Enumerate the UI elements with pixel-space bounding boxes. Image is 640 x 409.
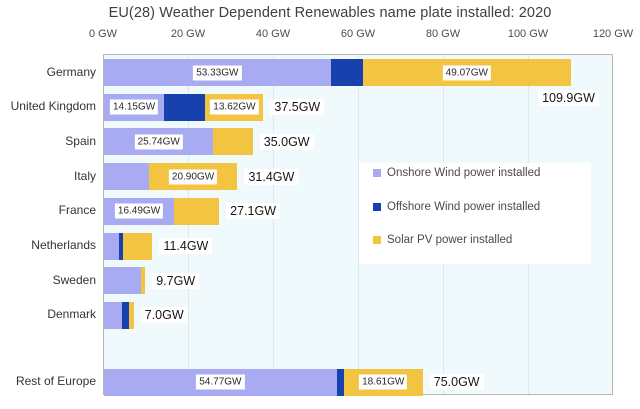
legend-item-onshore: Onshore Wind power installed <box>373 166 540 180</box>
total-label: 31.4GW <box>244 168 299 185</box>
category-label: Denmark <box>47 307 96 322</box>
axis-tick: 100 GW <box>507 28 549 40</box>
bar-segment-offshore <box>336 368 344 396</box>
axis-tick: 0 GW <box>88 28 118 40</box>
axis-tick: 80 GW <box>425 28 461 40</box>
bar-row <box>104 59 572 86</box>
total-label: 11.4GW <box>159 238 213 254</box>
chart-title: EU(28) Weather Dependent Renewables name… <box>108 5 552 21</box>
category-label: Germany <box>46 64 96 79</box>
gridline <box>358 55 359 394</box>
legend-swatch-onshore-icon <box>373 169 381 177</box>
value-label: 49.07GW <box>442 65 491 80</box>
total-label: 37.5GW <box>270 99 325 116</box>
value-label: 54.77GW <box>196 374 245 390</box>
value-label: 13.62GW <box>210 99 259 115</box>
bar-row <box>104 267 146 295</box>
total-label: 109.9GW <box>538 90 599 106</box>
legend-label-solar: Solar PV power installed <box>387 234 513 246</box>
value-label: 16.49GW <box>114 203 164 219</box>
bar-segment-onshore <box>104 301 122 329</box>
bar-segment-onshore <box>104 163 149 191</box>
bar-segment-offshore <box>121 301 130 329</box>
bar-segment-solar <box>129 301 134 329</box>
axis-tick: 60 GW <box>340 28 376 40</box>
category-label: United Kingdom <box>10 99 96 114</box>
total-label: 27.1GW <box>226 203 281 220</box>
bar-row <box>104 232 153 260</box>
bar-segment-offshore <box>164 93 206 121</box>
bar-segment-solar <box>123 232 153 260</box>
legend-swatch-offshore-icon <box>373 203 381 211</box>
bar-row <box>104 301 134 329</box>
value-label: 53.33GW <box>193 65 242 80</box>
bar-segment-offshore <box>118 232 124 260</box>
bar-segment-solar <box>213 128 253 156</box>
total-label: 75.0GW <box>429 374 484 390</box>
axis-tick: 20 GW <box>170 28 206 40</box>
category-label: Spain <box>65 133 96 148</box>
legend-label-onshore: Onshore Wind power installed <box>387 167 541 179</box>
legend-item-solar: Solar PV power installed <box>373 233 512 247</box>
total-label: 7.0GW <box>140 307 188 324</box>
plot-area: 53.33GW 49.07GW 109.9GW 14.15GW 13.62GW 37.5G… <box>103 54 613 396</box>
category-label: Rest of Europe <box>15 374 96 388</box>
axis-tick: 120 GW <box>592 28 634 40</box>
value-label: 14.15GW <box>109 99 159 115</box>
category-label: France <box>58 203 96 218</box>
bar-segment-solar <box>174 197 220 225</box>
value-label: 20.90GW <box>168 169 218 185</box>
value-label: 18.61GW <box>359 374 408 390</box>
bar-segment-onshore <box>104 232 119 260</box>
total-label: 9.7GW <box>152 272 200 289</box>
legend: Onshore Wind power installed Offshore Wi… <box>359 163 591 264</box>
gridline <box>273 55 274 394</box>
axis-tick: 40 GW <box>255 28 291 40</box>
category-label: Italy <box>73 168 96 183</box>
value-label: 25.74GW <box>134 134 183 150</box>
bar-segment-onshore <box>104 267 142 295</box>
bar-segment-solar <box>141 267 146 295</box>
bar-segment-offshore <box>330 59 363 86</box>
total-label: 35.0GW <box>259 133 314 150</box>
legend-swatch-solar-icon <box>373 236 381 244</box>
legend-item-offshore: Offshore Wind power installed <box>373 200 540 214</box>
category-label: Sweden <box>52 272 96 287</box>
legend-label-offshore: Offshore Wind power installed <box>387 201 541 213</box>
category-label: Netherlands <box>31 238 96 252</box>
